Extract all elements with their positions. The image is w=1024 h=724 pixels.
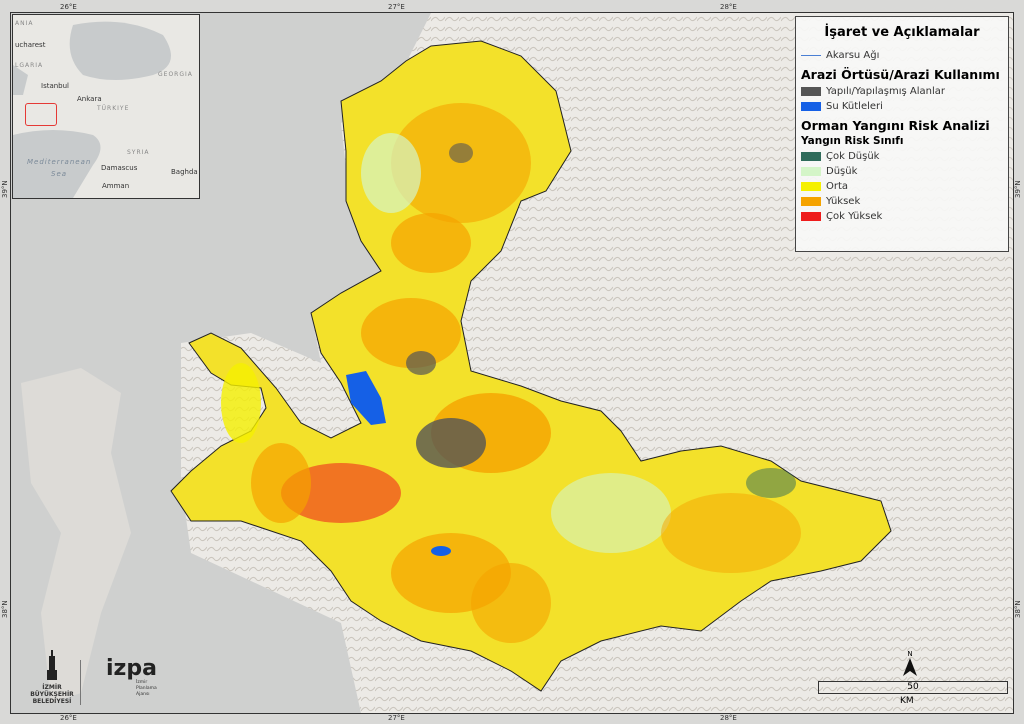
north-arrow: N bbox=[903, 650, 917, 678]
swatch-icon bbox=[801, 102, 821, 111]
lon-label-top: 26°E bbox=[60, 3, 77, 11]
risk-heading: Orman Yangını Risk Analizi bbox=[801, 118, 990, 133]
legend-item-water: Su Kütleleri bbox=[801, 99, 1008, 114]
inset-country: SYRIA bbox=[127, 149, 150, 156]
legend-label: Su Kütleleri bbox=[826, 101, 883, 112]
river-line-icon bbox=[801, 55, 821, 56]
legend-label: Akarsu Ağı bbox=[826, 50, 880, 61]
scale-value: 50 bbox=[907, 682, 919, 692]
logo-text: İZMİR bbox=[42, 684, 62, 691]
inset-country: ANIA bbox=[15, 20, 34, 27]
legend-label: Orta bbox=[826, 181, 849, 192]
lat-label-left: 39°N bbox=[1, 180, 9, 198]
legend-label: Yapılı/Yapılaşmış Alanlar bbox=[826, 86, 946, 97]
lat-label-right: 38°N bbox=[1014, 600, 1022, 618]
legend-title: İşaret ve Açıklamalar bbox=[824, 25, 980, 40]
inset-city: ucharest bbox=[15, 41, 46, 49]
scale-bar: 50 bbox=[818, 681, 1008, 694]
logo-text: Ajansı bbox=[136, 692, 150, 697]
water-body bbox=[346, 371, 386, 425]
izmir-municipality-logo: İZMİR BÜYÜKŞEHİR BELEDİYESİ bbox=[30, 650, 74, 705]
inset-city: Damascus bbox=[101, 164, 138, 172]
inset-highlight-box bbox=[25, 103, 57, 126]
lat-label-right: 39°N bbox=[1014, 180, 1022, 198]
swatch-icon bbox=[801, 87, 821, 96]
water-body bbox=[431, 546, 451, 556]
legend-item-very-low: Çok Düşük bbox=[801, 149, 1008, 164]
logo-divider bbox=[80, 660, 81, 705]
legend-label: Yüksek bbox=[826, 196, 861, 207]
legend: İşaret ve Açıklamalar Akarsu Ağı Arazi Ö… bbox=[795, 16, 1009, 252]
lon-label-bottom: 28°E bbox=[720, 714, 737, 722]
izpa-logo: izpa İzmir Planlama Ajansı bbox=[92, 658, 157, 698]
logo-text: izpa bbox=[106, 656, 157, 681]
inset-sea: Mediterranean bbox=[27, 158, 92, 166]
inset-sea: Sea bbox=[51, 170, 68, 178]
swatch-icon bbox=[801, 212, 821, 221]
scale-unit: KM bbox=[900, 696, 914, 706]
risk-patches bbox=[221, 103, 801, 643]
logo-text: İzmir bbox=[136, 680, 148, 685]
lon-label-bottom: 27°E bbox=[388, 714, 405, 722]
legend-item-river: Akarsu Ağı bbox=[801, 48, 1008, 63]
inset-country: TÜRKIYE bbox=[97, 105, 130, 112]
clock-tower-icon bbox=[47, 650, 57, 680]
inset-city: Istanbul bbox=[41, 82, 70, 90]
legend-item-low: Düşük bbox=[801, 164, 1008, 179]
inset-base bbox=[13, 21, 171, 198]
legend-item-urban: Yapılı/Yapılaşmış Alanlar bbox=[801, 84, 1008, 99]
inset-city: Amman bbox=[102, 182, 130, 190]
legend-label: Düşük bbox=[826, 166, 858, 177]
logo-text: BÜYÜKŞEHİR bbox=[30, 691, 74, 698]
landcover-heading: Arazi Örtüsü/Arazi Kullanımı bbox=[801, 67, 1000, 82]
inset-city: Ankara bbox=[77, 95, 102, 103]
legend-item-very-high: Çok Yüksek bbox=[801, 209, 1008, 224]
lon-label-top: 28°E bbox=[720, 3, 737, 11]
locator-inset-map: ANIA ucharest LGARIA Istanbul Ankara TÜR… bbox=[12, 14, 200, 199]
north-label: N bbox=[907, 650, 913, 658]
legend-item-medium: Orta bbox=[801, 179, 1008, 194]
logo-text: BELEDİYESİ bbox=[32, 698, 72, 705]
inset-country: LGARIA bbox=[15, 62, 44, 69]
swatch-icon bbox=[801, 152, 821, 161]
logo-text: Planlama bbox=[136, 686, 157, 691]
lesbos-chios-island bbox=[21, 368, 131, 703]
inset-country: GEORGIA bbox=[158, 71, 193, 78]
lat-label-left: 38°N bbox=[1, 600, 9, 618]
legend-label: Çok Düşük bbox=[826, 151, 880, 162]
north-arrow-icon bbox=[903, 658, 917, 676]
legend-label: Çok Yüksek bbox=[826, 211, 883, 222]
swatch-icon bbox=[801, 182, 821, 191]
inset-city: Baghda bbox=[171, 168, 198, 176]
swatch-icon bbox=[801, 197, 821, 206]
risk-subheading: Yangın Risk Sınıfı bbox=[801, 135, 904, 147]
swatch-icon bbox=[801, 167, 821, 176]
lon-label-top: 27°E bbox=[388, 3, 405, 11]
legend-item-high: Yüksek bbox=[801, 194, 1008, 209]
urban-areas bbox=[406, 143, 486, 468]
lon-label-bottom: 26°E bbox=[60, 714, 77, 722]
